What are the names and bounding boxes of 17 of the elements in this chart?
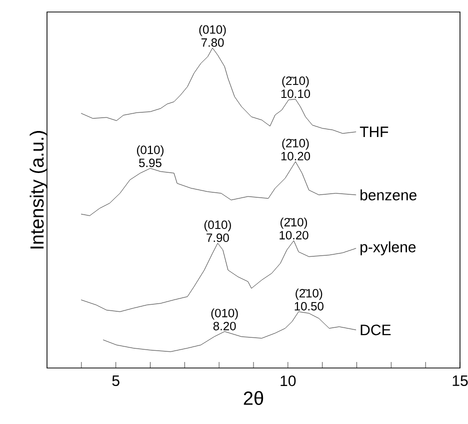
series-label: benzene [360,189,416,200]
annotation: (010) 7.80 [199,24,226,47]
annotation: (2̄10) 10.20 [280,218,308,240]
y-axis-title: Intensity (a.u.) [30,131,48,248]
x-tick-label: 10 [280,376,296,386]
series-label: DCE [360,324,391,336]
annotation: (2̄10) 10.10 [281,76,310,98]
x-tick-label: 5 [112,376,120,386]
x-axis-title: 2θ [244,391,264,405]
annotation: (010) 7.90 [204,220,231,242]
annotation: (2̄10) 10.20 [281,138,310,160]
x-tick-label: 15 [452,376,468,386]
series-label: THF [360,126,388,137]
series-label: p-xylene [360,241,416,256]
annotation: (010) 5.95 [136,145,164,168]
annotation: (2̄10) 10.50 [294,288,324,310]
annotation: (010) 8.20 [211,308,238,330]
